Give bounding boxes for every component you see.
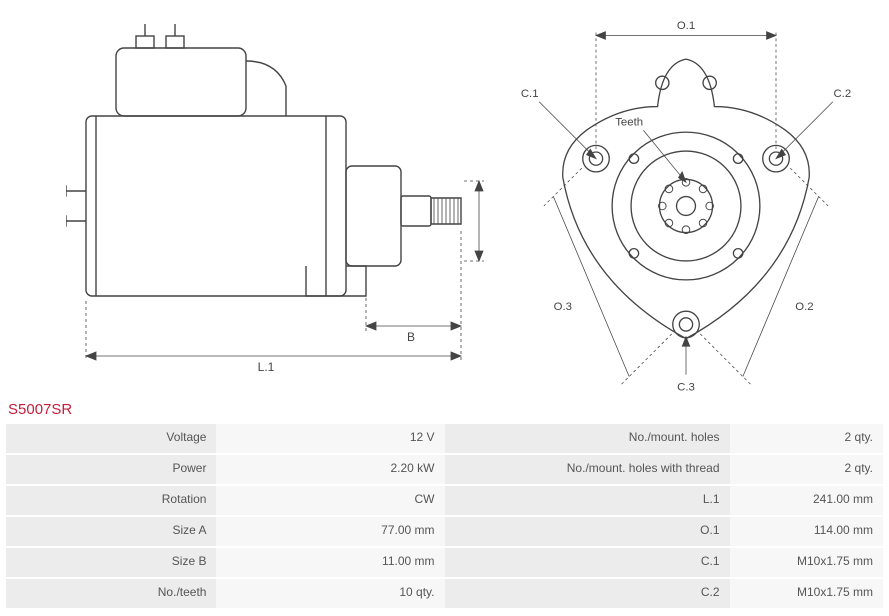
spec-row: L.1 241.00 mm <box>445 486 884 515</box>
dim-Teeth: Teeth <box>615 116 643 128</box>
spec-value: 12 V <box>216 424 444 453</box>
spec-label: Size A <box>6 517 216 546</box>
spec-value: 241.00 mm <box>730 486 883 515</box>
spec-label: Size B <box>6 548 216 577</box>
spec-col-left: Voltage 12 V Power 2.20 kW Rotation CW S… <box>6 424 445 610</box>
spec-label: Rotation <box>6 486 216 515</box>
spec-label: Power <box>6 455 216 484</box>
spec-row: Size A 77.00 mm <box>6 517 445 546</box>
dim-C1: C.1 <box>521 88 539 100</box>
spec-col-right: No./mount. holes 2 qty. No./mount. holes… <box>445 424 884 610</box>
spec-label: Voltage <box>6 424 216 453</box>
spec-label: C.2 <box>445 579 730 608</box>
spec-label: O.1 <box>445 517 730 546</box>
dim-L1: L.1 <box>258 360 275 374</box>
spec-value: M10x1.75 mm <box>730 548 883 577</box>
spec-label: C.1 <box>445 548 730 577</box>
dim-B: B <box>407 330 415 344</box>
spec-label: No./teeth <box>6 579 216 608</box>
spec-label: No./mount. holes with thread <box>445 455 730 484</box>
dim-C2: C.2 <box>833 88 851 100</box>
spec-value: 2.20 kW <box>216 455 444 484</box>
dim-O3: O.3 <box>554 301 572 313</box>
spec-value: 11.00 mm <box>216 548 444 577</box>
spec-value: 77.00 mm <box>216 517 444 546</box>
spec-value: 10 qty. <box>216 579 444 608</box>
spec-row: Voltage 12 V <box>6 424 445 453</box>
spec-row: Size B 11.00 mm <box>6 548 445 577</box>
dim-C3: C.3 <box>677 382 695 394</box>
dim-O2: O.2 <box>795 301 813 313</box>
spec-table: Voltage 12 V Power 2.20 kW Rotation CW S… <box>6 424 883 610</box>
spec-label: No./mount. holes <box>445 424 730 453</box>
front-view-diagram: O.1 C.1 C.2 Teeth O.2 O.3 C.3 <box>506 16 866 396</box>
part-number: S5007SR <box>8 401 883 418</box>
side-view-diagram: L.1 B A <box>66 16 486 376</box>
spec-value: CW <box>216 486 444 515</box>
spec-row: C.1 M10x1.75 mm <box>445 548 884 577</box>
spec-row: No./teeth 10 qty. <box>6 579 445 608</box>
spec-value: 114.00 mm <box>730 517 883 546</box>
spec-value: 2 qty. <box>730 424 883 453</box>
spec-row: No./mount. holes 2 qty. <box>445 424 884 453</box>
spec-value: M10x1.75 mm <box>730 579 883 608</box>
dim-O1: O.1 <box>677 20 695 32</box>
spec-row: Power 2.20 kW <box>6 455 445 484</box>
spec-value: 2 qty. <box>730 455 883 484</box>
spec-label: L.1 <box>445 486 730 515</box>
spec-row: C.2 M10x1.75 mm <box>445 579 884 608</box>
spec-row: No./mount. holes with thread 2 qty. <box>445 455 884 484</box>
spec-row: O.1 114.00 mm <box>445 517 884 546</box>
spec-row: Rotation CW <box>6 486 445 515</box>
diagram-area: L.1 B A <box>6 6 883 401</box>
